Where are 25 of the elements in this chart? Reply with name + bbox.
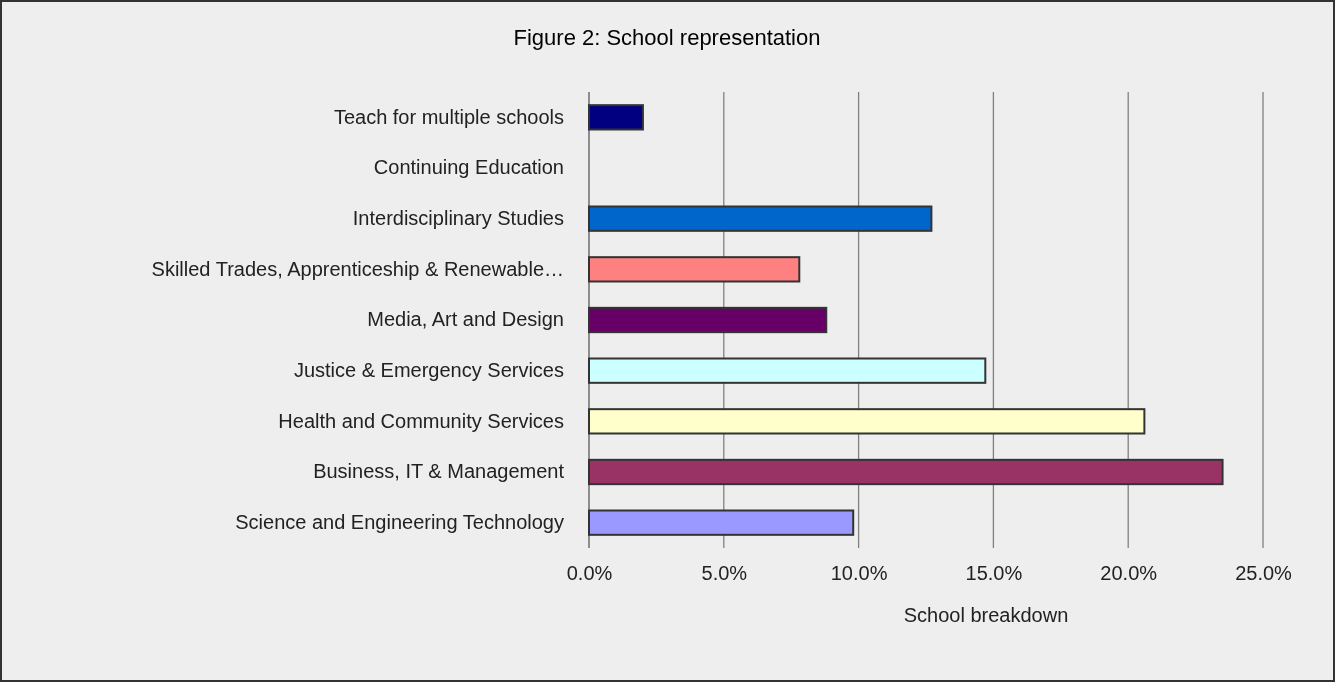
bar	[588, 408, 1146, 435]
y-tick-label: Justice & Emergency Services	[293, 359, 564, 382]
y-tick-label: Teach for multiple schools	[333, 105, 564, 128]
x-tick-label: 15.0%	[965, 562, 1023, 585]
x-tick-label: 25.0%	[1235, 562, 1293, 585]
x-tick-label: 0.0%	[566, 562, 613, 585]
y-tick-label: Health and Community Services	[278, 409, 564, 432]
bar	[588, 458, 1224, 486]
bar	[588, 205, 933, 232]
x-tick-label: 20.0%	[1100, 562, 1158, 585]
x-tick-label: 5.0%	[701, 562, 748, 585]
x-axis-title: School breakdown	[903, 604, 1069, 626]
y-tick-label: Skilled Trades, Apprenticeship & Renewable…	[151, 257, 564, 280]
y-tick-label: Interdisciplinary Studies	[352, 207, 564, 230]
x-tick-label: 10.0%	[830, 562, 888, 585]
y-tick-label: Media, Art and Design	[367, 308, 564, 331]
chart-title: Figure 2: School representation	[513, 25, 821, 50]
bar	[588, 509, 855, 536]
bar	[588, 104, 644, 131]
y-tick-label: Business, IT & Management	[313, 460, 565, 483]
y-tick-label: Science and Engineering Technology	[235, 511, 564, 534]
bar	[588, 256, 801, 283]
y-tick-label: Continuing Education	[373, 156, 564, 179]
bar	[588, 306, 828, 334]
bar	[588, 357, 987, 384]
